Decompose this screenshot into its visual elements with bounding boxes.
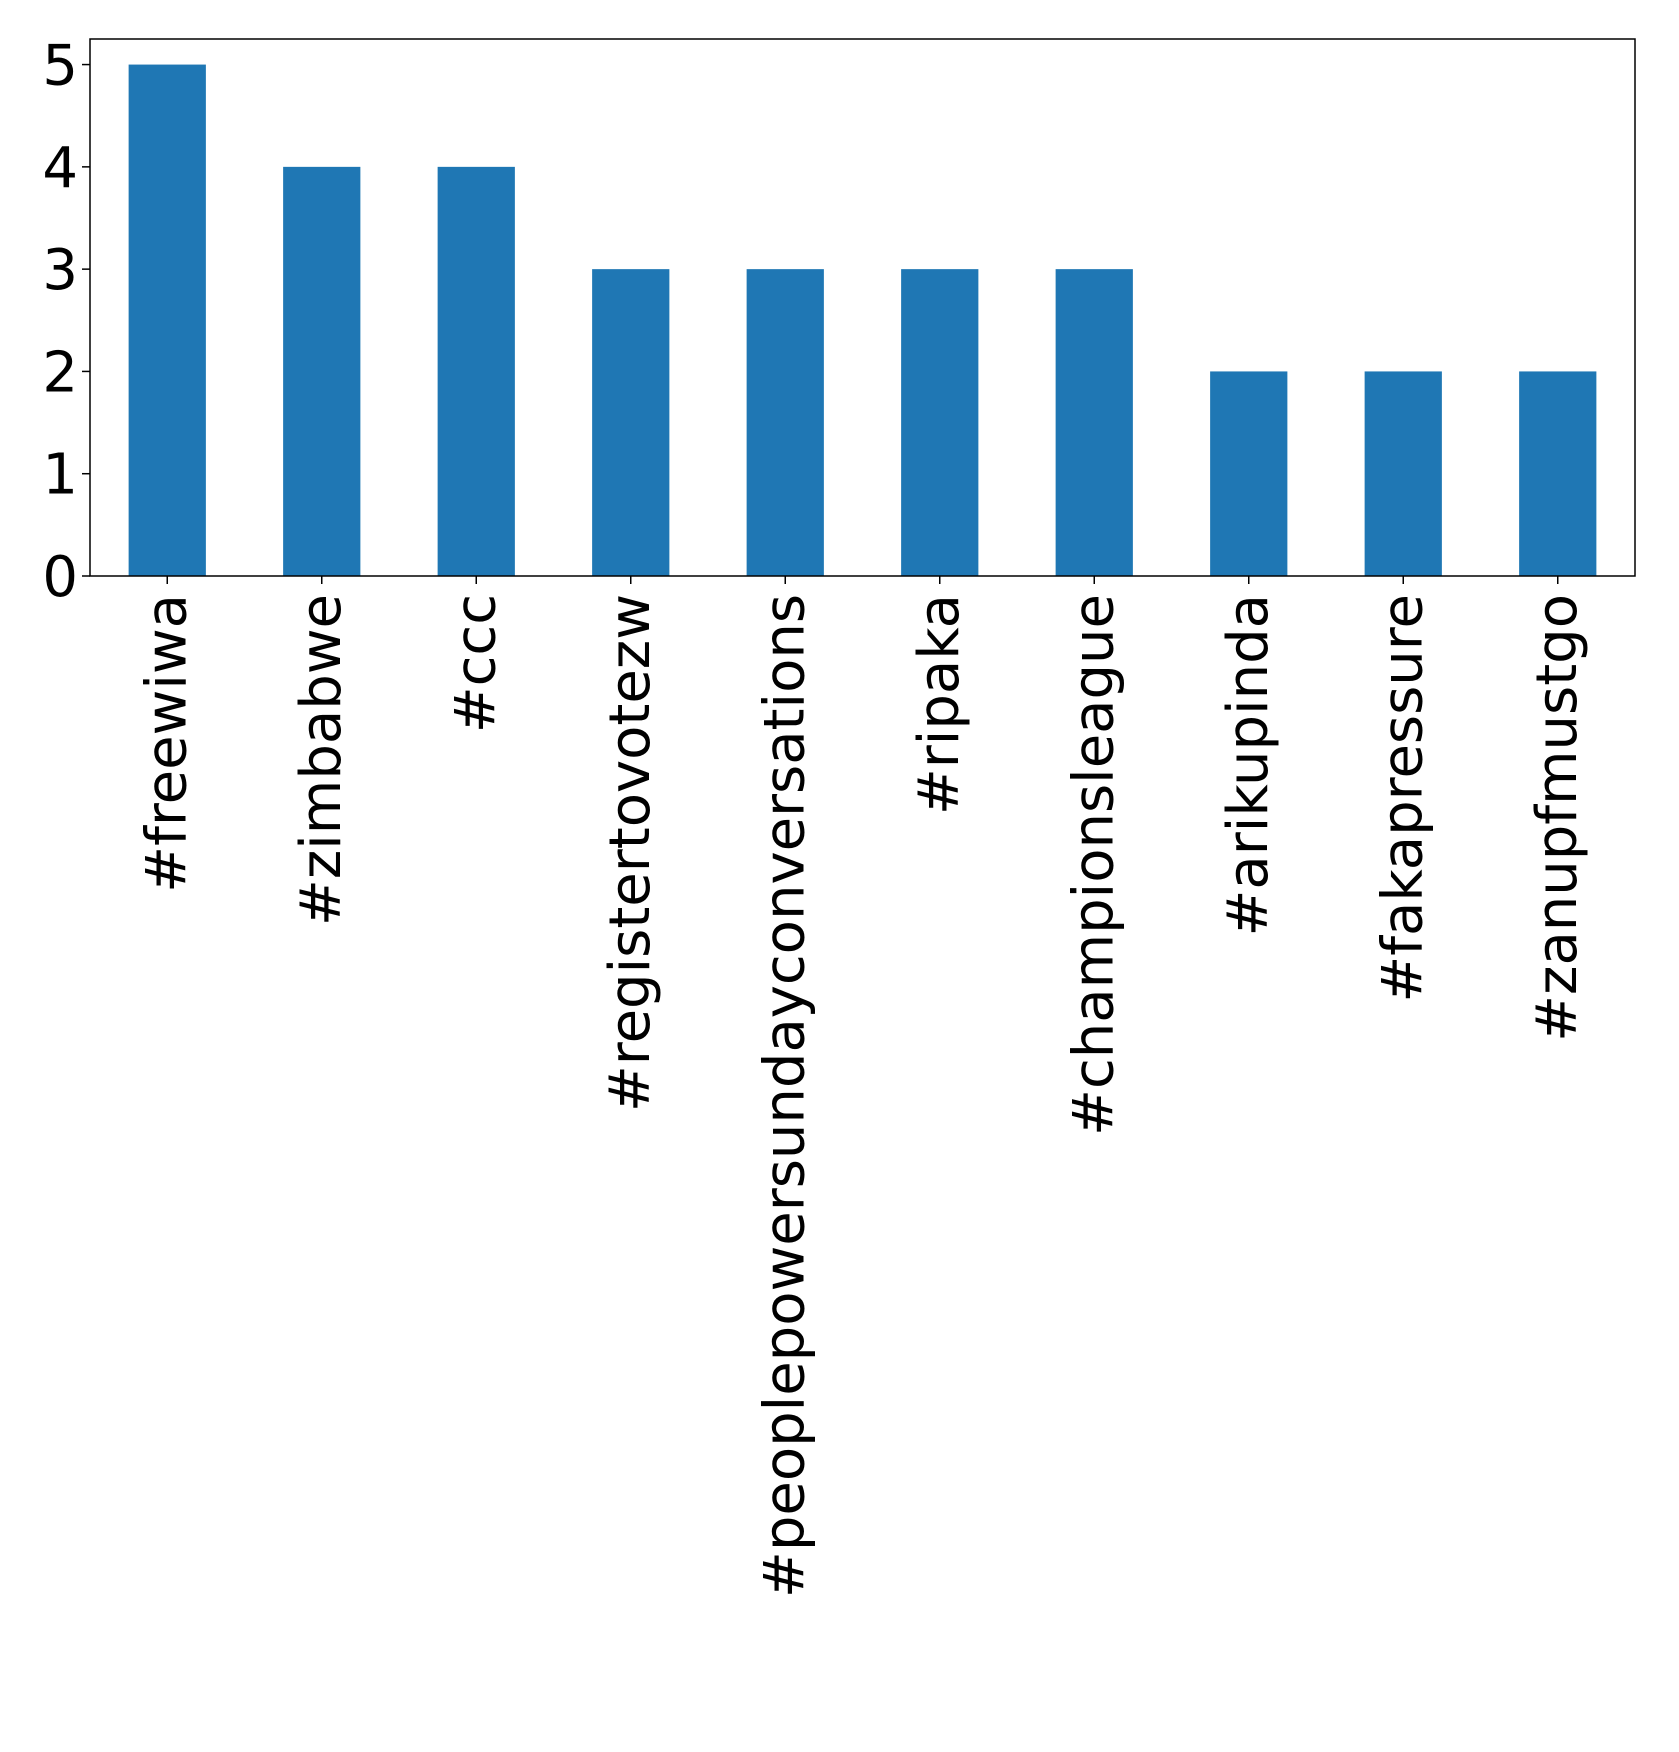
y-tick-label: 2 (42, 340, 78, 405)
x-tick-label: #ccc (443, 594, 508, 733)
x-tick-label: #zanupfmustgo (1525, 594, 1590, 1042)
bar-registertovotezw (592, 269, 670, 576)
bar-zanupfmustgo (1519, 371, 1597, 576)
x-axis: #freewiwa #zimbabwe #ccc #registertovotezw #… (134, 576, 1590, 1598)
bar-peoplepowersundayconversations (746, 269, 824, 576)
y-tick-label: 1 (42, 443, 78, 508)
x-tick-label: #fakapressure (1370, 594, 1435, 1003)
bar-arikupinda (1210, 371, 1288, 576)
bar-fakapressure (1364, 371, 1442, 576)
y-tick-label: 5 (42, 34, 78, 99)
bar-championsleague (1055, 269, 1133, 576)
x-tick-label: #registertovotezw (598, 594, 663, 1112)
x-tick-label: #zimbabwe (289, 594, 354, 926)
y-tick-label: 4 (42, 136, 78, 201)
bar-ccc (437, 166, 515, 576)
bars-layer (128, 64, 1597, 577)
bar-freewiwa (128, 64, 206, 577)
y-axis: 0 1 2 3 4 5 (42, 34, 90, 610)
x-tick-label: #freewiwa (134, 594, 199, 893)
bar-ripaka (901, 269, 979, 576)
plot-frame (89, 38, 1636, 577)
y-tick-label: 0 (42, 545, 78, 610)
x-tick-label: #championsleague (1061, 594, 1126, 1136)
x-tick-label: #arikupinda (1216, 594, 1281, 936)
bar-zimbabwe (283, 166, 361, 576)
x-tick-label: #peoplepowersundayconversations (752, 594, 817, 1598)
y-tick-label: 3 (42, 238, 78, 303)
x-tick-label: #ripaka (907, 594, 972, 815)
